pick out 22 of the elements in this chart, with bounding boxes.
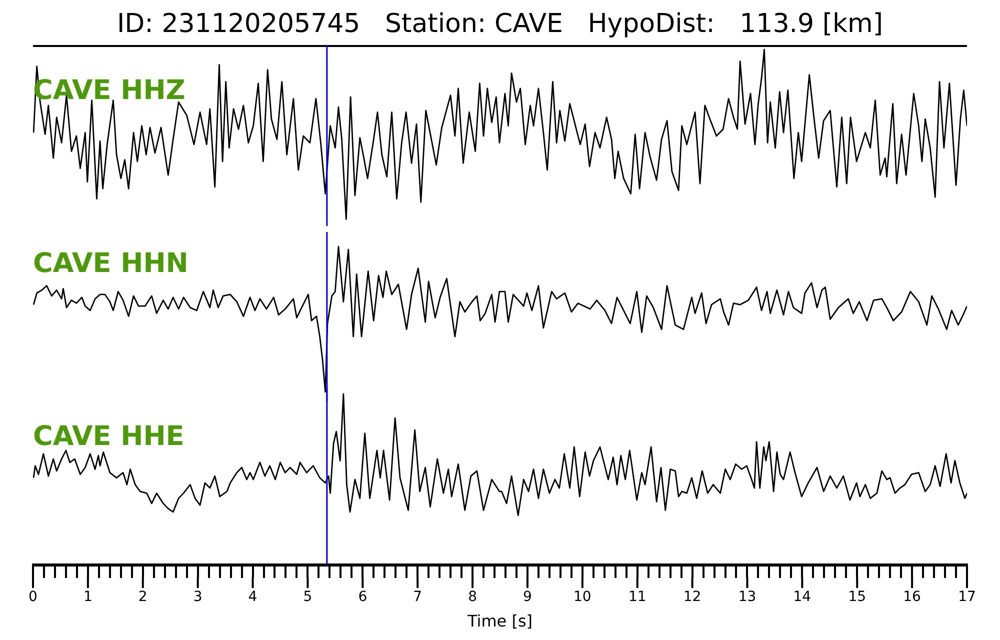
x-tick-label: 13	[738, 589, 756, 606]
x-tick-label: 3	[193, 589, 202, 606]
x-tick-label: 14	[793, 589, 812, 606]
x-tick-label: 9	[523, 589, 532, 606]
x-tick-label: 12	[683, 589, 702, 606]
x-tick-label: 2	[138, 589, 148, 606]
x-tick-label: 0	[28, 589, 38, 606]
x-tick-label: 4	[248, 589, 258, 606]
x-tick-label: 7	[413, 589, 422, 606]
x-tick-label: 8	[468, 589, 477, 606]
x-tick-label: 15	[848, 589, 866, 606]
x-tick-label: 17	[958, 589, 976, 606]
x-tick-label: 5	[303, 589, 312, 606]
x-tick-label: 11	[628, 589, 646, 606]
series-label: CAVE HHN	[33, 248, 188, 280]
series-label: CAVE HHE	[33, 421, 184, 452]
chart-title: ID: 231120205745 Station: CAVE HypoDist: 113.9 [km]	[116, 8, 884, 40]
x-tick-label: 16	[903, 589, 922, 606]
x-tick-label: 6	[358, 589, 368, 606]
x-tick-label: 10	[574, 589, 592, 606]
x-tick-label: 1	[83, 589, 92, 606]
x-axis-title: Time [s]	[466, 612, 533, 631]
